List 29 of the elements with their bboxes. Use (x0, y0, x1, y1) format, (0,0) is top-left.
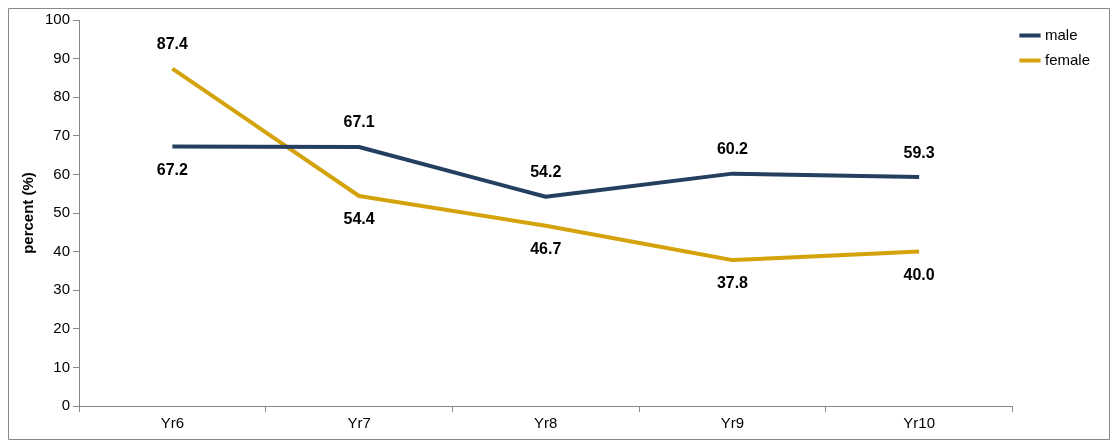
y-tick-label: 40 (53, 241, 71, 259)
y-axis-title: percent (%) (19, 172, 37, 254)
y-tick-label: 10 (53, 357, 71, 375)
y-tick-label: 60 (53, 164, 71, 182)
legend-label: female (1044, 50, 1091, 68)
data-label: 40.0 (903, 266, 935, 284)
data-label: 67.2 (156, 161, 189, 179)
y-tick-label: 20 (53, 318, 71, 336)
data-label: 59.3 (903, 143, 935, 161)
y-tick-label: 0 (61, 396, 71, 414)
x-tick-label: Yr7 (347, 414, 371, 432)
legend-label: male (1044, 25, 1078, 43)
y-tick-label: 50 (53, 203, 71, 221)
y-tick-label: 100 (45, 10, 71, 28)
x-tick-label: Yr6 (160, 414, 185, 432)
data-label: 54.2 (530, 163, 562, 181)
x-tick-label: Yr9 (720, 414, 745, 432)
data-label: 60.2 (716, 140, 749, 158)
data-label: 37.8 (716, 274, 749, 292)
data-label: 54.4 (343, 210, 375, 228)
y-tick-label: 80 (53, 87, 71, 105)
data-label: 46.7 (530, 240, 562, 258)
data-label: 67.1 (343, 113, 375, 131)
y-tick-label: 70 (53, 125, 71, 143)
y-tick-label: 30 (53, 280, 71, 298)
x-tick-label: Yr10 (903, 414, 935, 432)
y-tick-label: 90 (53, 48, 71, 66)
x-tick-label: Yr8 (534, 414, 558, 432)
data-label: 87.4 (156, 35, 189, 53)
